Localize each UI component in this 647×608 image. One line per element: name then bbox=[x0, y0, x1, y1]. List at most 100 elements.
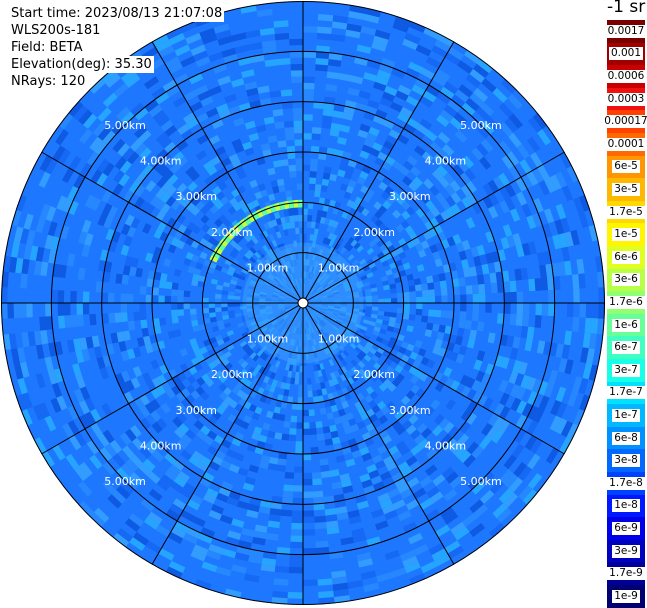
ring-label: 2.00km bbox=[353, 226, 395, 239]
colorbar-cell: 6e-6 bbox=[607, 246, 645, 269]
ring-label: 1.00km bbox=[247, 333, 289, 346]
colorbar-tick-label: 1e-9 bbox=[612, 589, 640, 603]
colorbar-tick-label: 6e-8 bbox=[612, 431, 640, 445]
ring-label: 1.00km bbox=[318, 333, 360, 346]
colorbar-cell: 6e-8 bbox=[607, 426, 645, 450]
elevation: Elevation(deg): 35.30 bbox=[11, 56, 154, 73]
radial-line bbox=[151, 302, 304, 565]
colorbar-cell: 3e-6 bbox=[607, 268, 645, 292]
colorbar-tick-label: 1.7e-6 bbox=[607, 295, 645, 309]
colorbar-cell: 3e-5 bbox=[607, 178, 645, 201]
radial-line bbox=[302, 302, 565, 455]
colorbar-cell: 0.0006 bbox=[605, 65, 647, 88]
arc-echo-segment bbox=[288, 200, 294, 209]
ring-label: 2.00km bbox=[211, 368, 253, 381]
arc-echo-segment bbox=[260, 207, 268, 216]
colorbar-cell: 1e-6 bbox=[607, 313, 645, 337]
ring-label: 3.00km bbox=[389, 404, 431, 417]
arc-echo-segment bbox=[214, 246, 223, 255]
ring-labels: 1.00km 1.00km 1.00km 1.00km 2.00km 2.00km 2.00… bbox=[104, 119, 501, 488]
colorbar-cell: 1.7e-5 bbox=[607, 200, 645, 224]
arc-echo-segment bbox=[243, 215, 252, 225]
ring-label: 3.00km bbox=[175, 190, 217, 203]
colorbar-tick-label: 0.0001 bbox=[605, 137, 647, 151]
colorbar-tick-label: 1.7e-5 bbox=[607, 205, 645, 219]
ring-label: 3.00km bbox=[389, 190, 431, 203]
instrument-name: WLS200s-181 bbox=[11, 22, 103, 39]
colorbar-tick-label: 6e-5 bbox=[612, 160, 640, 174]
arc-echo-segment bbox=[293, 199, 299, 208]
ring-label: 5.00km bbox=[104, 475, 146, 488]
colorbar-cell: 0.0017 bbox=[605, 20, 647, 43]
radial-line bbox=[302, 41, 455, 304]
colorbar-cell: 1.7e-9 bbox=[607, 562, 645, 585]
colorbar-cell: 1e-9 bbox=[607, 585, 645, 608]
ring-label: 1.00km bbox=[247, 261, 289, 274]
arc-echo-segment bbox=[222, 234, 232, 244]
colorbar-tick-label: 1.7e-7 bbox=[607, 386, 645, 400]
ring-label: 5.00km bbox=[460, 475, 502, 488]
colorbar-tick-label: 3e-5 bbox=[612, 182, 640, 196]
center-marker bbox=[297, 297, 309, 309]
arc-echo-segment bbox=[247, 213, 256, 223]
radial-line bbox=[302, 302, 455, 565]
field-name: Field: BETA bbox=[11, 39, 85, 56]
arc-echo-segment bbox=[283, 200, 290, 210]
colorbar-cell: 1.7e-7 bbox=[607, 381, 645, 405]
colorbar-cell: 0.0001 bbox=[605, 133, 647, 156]
colorbar-tick-label: 3e-6 bbox=[612, 273, 640, 287]
colorbar-cell: 1.7e-8 bbox=[607, 472, 645, 495]
colorbar-tick-label: 6e-9 bbox=[612, 521, 640, 535]
colorbar-tick-label: 1e-8 bbox=[612, 499, 640, 513]
colorbar-tick-label: 0.0017 bbox=[605, 24, 647, 38]
range-grid bbox=[1, 1, 605, 605]
radial-line bbox=[41, 302, 304, 455]
ring-label: 5.00km bbox=[460, 119, 502, 132]
ppi-plot: 1.00km 1.00km 1.00km 1.00km 2.00km 2.00km 2.00… bbox=[1, 1, 605, 605]
radial-line bbox=[302, 151, 565, 304]
colorbar-cell: 3e-8 bbox=[607, 449, 645, 472]
start-time: Start time: 2023/08/13 21:07:08 bbox=[11, 5, 225, 22]
colorbar-cell: 1e-8 bbox=[607, 494, 645, 518]
colorbar-tick-label: 1e-6 bbox=[612, 318, 640, 332]
colorbar-tick-label: 3e-9 bbox=[612, 544, 640, 558]
colorbar-cell: 0.0003 bbox=[605, 87, 647, 111]
arc-echo-segment bbox=[211, 250, 221, 259]
arc-echo-segment bbox=[209, 255, 219, 263]
arc-echo-segment bbox=[228, 227, 238, 237]
ring-label: 1.00km bbox=[318, 261, 360, 274]
scan-info: Start time: 2023/08/13 21:07:08 WLS200s-… bbox=[11, 5, 225, 90]
colorbar-tick-label: 1e-7 bbox=[612, 408, 640, 422]
ring-label: 5.00km bbox=[104, 119, 146, 132]
ring-label: 2.00km bbox=[211, 226, 253, 239]
colorbar-tick-label: 0.00017 bbox=[602, 115, 647, 129]
colorbar-tick-label: 3e-7 bbox=[612, 363, 640, 377]
ring-label: 4.00km bbox=[140, 155, 182, 168]
colorbar-tick-label: 6e-6 bbox=[612, 250, 640, 264]
colorbar-tick-label: 0.0006 bbox=[605, 69, 647, 83]
colorbar-cell: 0.00017 bbox=[602, 110, 647, 133]
arc-echo-segment bbox=[232, 224, 241, 234]
colorbar-tick-label: 1.7e-8 bbox=[607, 476, 645, 490]
arc-echo-segment bbox=[225, 231, 235, 240]
radial-line bbox=[41, 151, 304, 304]
colorbar-cell: 6e-9 bbox=[607, 517, 645, 540]
colorbar-tick-label: 0.0003 bbox=[605, 92, 647, 106]
arc-echo-segment bbox=[256, 209, 264, 218]
colorbar-unit: -1 sr bbox=[607, 0, 646, 17]
colorbar-cell: 3e-9 bbox=[607, 539, 645, 563]
ring-label: 3.00km bbox=[175, 404, 217, 417]
radial-line bbox=[151, 41, 304, 304]
ring-label: 4.00km bbox=[425, 155, 467, 168]
arc-echo-segment bbox=[251, 211, 260, 221]
ring-label: 4.00km bbox=[140, 439, 182, 452]
ring-label: 4.00km bbox=[425, 439, 467, 452]
arc-echo-segment bbox=[235, 221, 245, 231]
arc-echo-segment bbox=[219, 238, 229, 248]
colorbar-tick-label: 3e-8 bbox=[612, 454, 640, 468]
colorbar-cell: 6e-7 bbox=[607, 336, 645, 359]
colorbar-cell: 6e-5 bbox=[607, 155, 645, 179]
colorbar-tick-label: 6e-7 bbox=[612, 341, 640, 355]
colorbar-cell: 0.001 bbox=[607, 42, 645, 66]
arc-echo-segment bbox=[216, 242, 226, 251]
